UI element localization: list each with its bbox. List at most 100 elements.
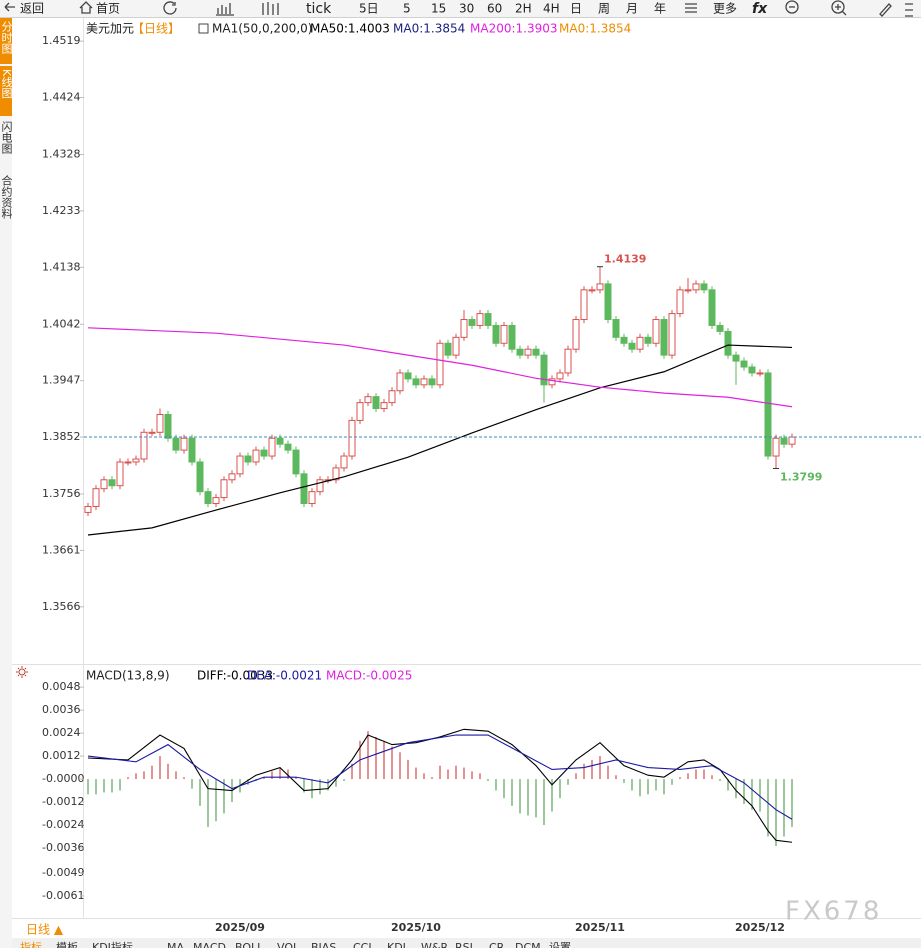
toolbar-button[interactable]: 2H xyxy=(515,2,532,16)
ma-icon[interactable] xyxy=(198,23,209,34)
toolbar-button[interactable]: 月 xyxy=(626,2,638,16)
toolbar-button[interactable]: fx xyxy=(752,1,768,17)
candle-body xyxy=(748,366,756,374)
candle-body xyxy=(668,313,676,356)
side-tab-bg xyxy=(0,172,12,232)
candle-body xyxy=(732,354,740,362)
bottom-tab[interactable]: 模板 xyxy=(56,940,78,948)
indicator-label: MA1(50,0,200,0) xyxy=(212,22,312,36)
bottom-tab[interactable]: MACD xyxy=(193,941,226,948)
side-tab[interactable]: 合约资料 xyxy=(0,174,13,220)
candle-body xyxy=(460,319,468,338)
candle-body xyxy=(228,473,236,481)
legend-entry: MA50:1.4003 xyxy=(310,22,390,36)
side-tab-bg xyxy=(0,118,12,168)
draw-icon xyxy=(879,3,892,17)
bottom-tab[interactable]: VOL xyxy=(277,941,300,948)
menu-icon xyxy=(685,3,697,13)
y-tick-label: 0.0036 xyxy=(42,703,81,716)
side-bar xyxy=(0,18,12,948)
bottom-tab[interactable]: KDJ指标 xyxy=(92,940,133,948)
candle-body xyxy=(364,396,372,404)
toolbar-button[interactable]: 5日 xyxy=(359,2,379,16)
legend-entry: MACD:-0.0025 xyxy=(326,669,412,683)
bottom-tab[interactable]: 设置 xyxy=(549,941,571,948)
candle-body xyxy=(524,348,532,356)
y-tick-label: 1.3947 xyxy=(42,374,81,387)
list-icon xyxy=(905,3,913,17)
toolbar-button[interactable]: 首页 xyxy=(96,2,120,16)
candle-body xyxy=(252,449,260,463)
y-tick-label: 1.4138 xyxy=(42,260,81,273)
toolbar-button[interactable]: 30 xyxy=(459,2,474,16)
back-icon xyxy=(4,2,15,12)
bottom-tab[interactable]: CCI xyxy=(353,941,372,948)
bottom-tab[interactable]: RSI xyxy=(455,941,473,948)
side-tab-bg xyxy=(0,66,12,116)
side-tab[interactable]: 闪电图 xyxy=(0,120,13,155)
candle-body xyxy=(164,413,172,439)
candle-body xyxy=(780,437,788,445)
x-tick-label: 2025/09 xyxy=(215,921,265,934)
candle-body xyxy=(332,467,340,481)
bottom-tab[interactable]: DCM xyxy=(515,941,541,948)
bottom-bar xyxy=(12,938,921,948)
toolbar-button[interactable]: 年 xyxy=(654,2,666,16)
candle-body xyxy=(268,437,276,457)
candle-body xyxy=(612,319,620,338)
candle-body xyxy=(532,348,540,356)
candle-body xyxy=(404,372,412,380)
legend-entry: DEA:-0.0021 xyxy=(247,669,322,683)
candle-body xyxy=(636,336,644,350)
toolbar-button[interactable]: 返回 xyxy=(20,2,44,16)
toolbar-button[interactable]: 更多 xyxy=(713,2,737,16)
y-tick-label: 1.4233 xyxy=(42,204,81,217)
candle-body xyxy=(212,497,220,505)
toolbar-button[interactable]: 周 xyxy=(598,2,610,16)
y-tick-label: -0.0024 xyxy=(42,818,84,831)
side-tab[interactable]: K线图 xyxy=(0,69,13,99)
candle-body xyxy=(116,461,124,487)
bottom-tab[interactable]: KDJ xyxy=(387,941,406,948)
candle-body xyxy=(308,491,316,505)
y-tick-label: 0.0012 xyxy=(42,749,81,762)
macd-settings-icon[interactable] xyxy=(16,666,28,678)
bottom-tab[interactable]: CR xyxy=(489,941,505,948)
period-selector[interactable]: 日线 ▲ xyxy=(26,923,64,937)
y-tick-label: 1.3566 xyxy=(42,600,81,613)
candle-body xyxy=(372,396,380,410)
bottom-tab[interactable]: MA xyxy=(167,941,184,948)
bottom-tab[interactable]: BIAS xyxy=(311,941,336,948)
toolbar-button[interactable]: tick xyxy=(306,1,332,17)
candle-body xyxy=(492,324,500,344)
candle-body xyxy=(556,372,564,380)
toolbar-button[interactable]: 60 xyxy=(487,2,502,16)
ma-line xyxy=(87,327,793,408)
candle-body xyxy=(156,413,164,433)
candle-body xyxy=(724,330,732,356)
toolbar-button[interactable]: 日 xyxy=(570,2,582,16)
extreme-label: 1.4139 xyxy=(604,253,646,266)
candle-body xyxy=(564,348,572,374)
candle-body xyxy=(628,342,636,350)
candle-body xyxy=(396,372,404,392)
candle-body xyxy=(676,289,684,315)
side-tab[interactable]: 分时图 xyxy=(0,21,13,55)
candle-body xyxy=(604,283,612,321)
candle-body xyxy=(764,372,772,457)
y-tick-label: 1.4328 xyxy=(42,148,81,161)
candle-body xyxy=(196,461,204,493)
bottom-tab[interactable]: W&R xyxy=(421,941,448,948)
bottom-tab[interactable]: 指标 xyxy=(20,940,42,948)
macd-title: MACD(13,8,9) xyxy=(86,669,170,683)
candle-body xyxy=(572,319,580,350)
candle-body xyxy=(420,378,428,386)
toolbar-button[interactable]: 5 xyxy=(403,2,411,16)
candle-body xyxy=(500,324,508,344)
toolbar-button[interactable]: 15 xyxy=(431,2,446,16)
y-tick-label: 1.4424 xyxy=(42,91,81,104)
bottom-tab[interactable]: BOLL xyxy=(235,941,264,948)
diff-line xyxy=(87,728,793,843)
toolbar-button[interactable]: 4H xyxy=(543,2,560,16)
